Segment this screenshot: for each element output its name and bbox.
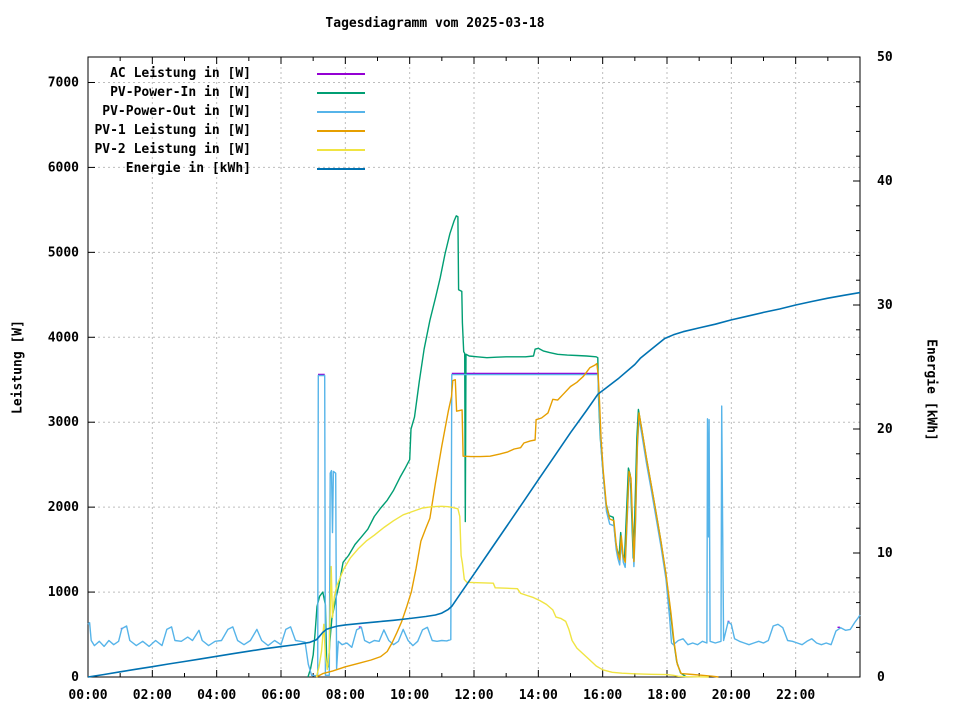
x-tick-label: 06:00 — [261, 688, 300, 703]
legend-line-swatch — [317, 129, 365, 132]
y-right-tick-label: 0 — [877, 670, 885, 685]
x-tick-label: 10:00 — [390, 688, 429, 703]
legend-item-pv-power-in: PV-Power-In in [W] — [85, 83, 365, 102]
x-tick-label: 00:00 — [68, 688, 107, 703]
y-right-tick-label: 40 — [877, 174, 893, 189]
legend-line-swatch — [317, 167, 365, 170]
series-pv-2-leistung-in-w — [315, 505, 709, 678]
legend-item-pv-power-out: PV-Power-Out in [W] — [85, 102, 365, 121]
legend-label: PV-2 Leistung in [W] — [94, 142, 251, 157]
y-left-tick-label: 1000 — [48, 585, 79, 600]
y-left-tick-label: 6000 — [48, 160, 79, 175]
x-tick-label: 22:00 — [776, 688, 815, 703]
series-pv-1-leistung-in-w — [316, 362, 719, 678]
x-tick-label: 02:00 — [133, 688, 172, 703]
chart-title: Tagesdiagramm vom 2025-03-18 — [325, 16, 545, 31]
legend-line-swatch — [317, 72, 365, 75]
y-left-tick-label: 0 — [71, 670, 79, 685]
x-tick-label: 08:00 — [326, 688, 365, 703]
y-right-tick-label: 10 — [877, 546, 893, 561]
y-left-tick-label: 3000 — [48, 415, 79, 430]
legend-label: PV-1 Leistung in [W] — [94, 123, 251, 138]
legend-item-pv1-leistung: PV-1 Leistung in [W] — [85, 121, 365, 140]
y-left-tick-label: 2000 — [48, 500, 79, 515]
y-left-tick-label: 4000 — [48, 330, 79, 345]
chart-legend: AC Leistung in [W] PV-Power-In in [W] PV… — [85, 64, 365, 178]
y-left-tick-label: 5000 — [48, 245, 79, 260]
y-right-tick-label: 50 — [877, 50, 893, 65]
legend-line-swatch — [317, 110, 365, 113]
x-tick-label: 20:00 — [712, 688, 751, 703]
series-energie-in-kwh — [87, 291, 861, 678]
legend-item-pv2-leistung: PV-2 Leistung in [W] — [85, 140, 365, 159]
x-tick-label: 04:00 — [197, 688, 236, 703]
legend-line-swatch — [317, 148, 365, 151]
legend-label: AC Leistung in [W] — [110, 66, 251, 81]
series-pv-power-out-in-w — [87, 373, 861, 677]
y-left-tick-label: 7000 — [48, 75, 79, 90]
series-pv-power-in-in-w — [307, 215, 687, 678]
legend-label: PV-Power-In in [W] — [110, 85, 251, 100]
x-tick-label: 18:00 — [647, 688, 686, 703]
legend-label: PV-Power-Out in [W] — [102, 104, 251, 119]
legend-item-ac-leistung: AC Leistung in [W] — [85, 64, 365, 83]
legend-item-energie: Energie in [kWh] — [85, 159, 365, 178]
y-right-tick-label: 30 — [877, 298, 893, 313]
legend-line-swatch — [317, 91, 365, 94]
x-tick-label: 14:00 — [519, 688, 558, 703]
x-tick-label: 16:00 — [583, 688, 622, 703]
x-tick-label: 12:00 — [454, 688, 493, 703]
y-right-tick-label: 20 — [877, 422, 893, 437]
legend-label: Energie in [kWh] — [125, 161, 251, 176]
series-ac-leistung-in-w — [120, 372, 841, 630]
